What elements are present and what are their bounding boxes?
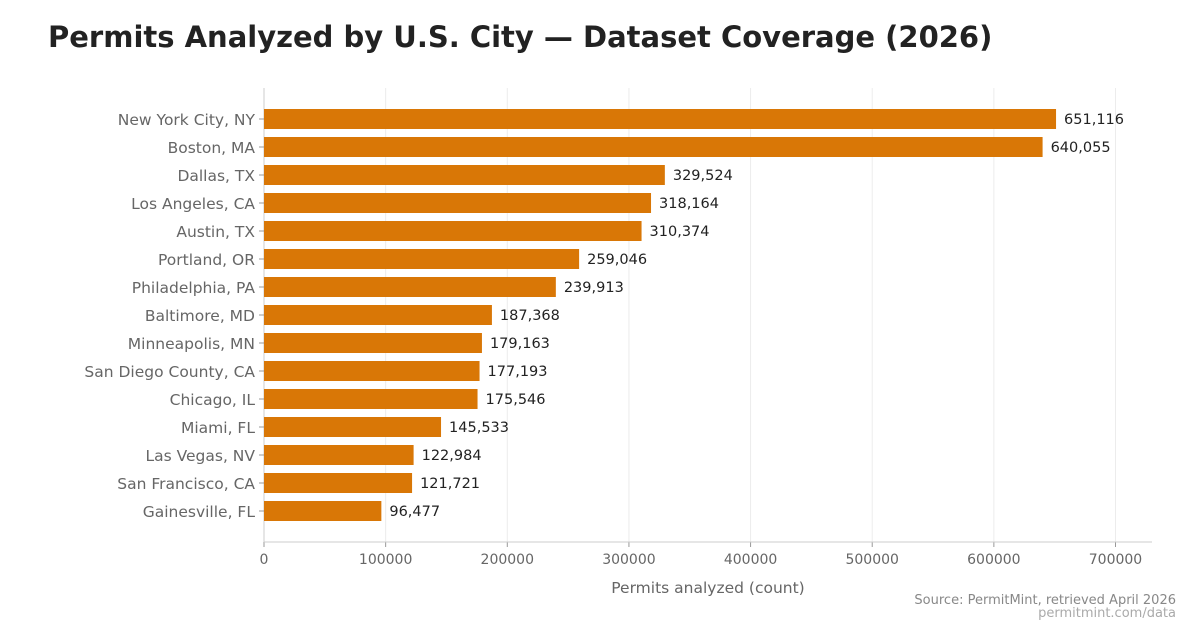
bar — [264, 277, 556, 297]
bar — [264, 249, 580, 269]
bar — [264, 165, 665, 185]
bar — [264, 473, 413, 493]
data-label: 640,055 — [1051, 140, 1111, 156]
data-label: 318,164 — [659, 196, 719, 212]
data-label: 239,913 — [564, 280, 624, 296]
bar — [264, 109, 1057, 129]
data-label: 187,368 — [500, 308, 560, 324]
y-tick-label: Baltimore, MD — [145, 307, 255, 325]
bar — [264, 361, 480, 381]
data-label: 329,524 — [673, 168, 733, 184]
x-tick-label: 200000 — [481, 552, 534, 568]
data-label: 175,546 — [486, 392, 546, 408]
data-label: 259,046 — [587, 252, 647, 268]
y-tick-label: San Francisco, CA — [117, 475, 255, 493]
data-label: 121,721 — [420, 476, 480, 492]
y-tick-label: Minneapolis, MN — [128, 335, 255, 353]
y-tick-label: San Diego County, CA — [84, 363, 255, 381]
bar — [264, 501, 382, 521]
y-tick-label: Austin, TX — [176, 223, 255, 241]
y-tick-label: Los Angeles, CA — [131, 195, 255, 213]
data-label: 651,116 — [1064, 112, 1124, 128]
y-tick-label: Portland, OR — [158, 251, 255, 269]
bar — [264, 445, 414, 465]
source-note: Source: PermitMint, retrieved April 2026 — [914, 593, 1176, 608]
x-tick-label: 400000 — [724, 552, 777, 568]
y-tick-label: Miami, FL — [181, 419, 255, 437]
y-tick-label: New York City, NY — [118, 111, 256, 129]
bar — [264, 137, 1043, 157]
data-label: 145,533 — [449, 420, 509, 436]
source-url: permitmint.com/data — [1038, 606, 1176, 621]
y-tick-label: Las Vegas, NV — [145, 447, 255, 465]
x-tick-label: 300000 — [602, 552, 655, 568]
y-tick-label: Dallas, TX — [177, 167, 255, 185]
x-tick-label: 500000 — [845, 552, 898, 568]
data-label: 96,477 — [389, 504, 440, 520]
x-tick-label: 0 — [260, 552, 269, 568]
chart-title: Permits Analyzed by U.S. City — Dataset … — [48, 20, 993, 54]
bar — [264, 305, 492, 325]
y-tick-label: Chicago, IL — [170, 391, 256, 409]
data-label: 310,374 — [650, 224, 710, 240]
data-label: 177,193 — [488, 364, 548, 380]
data-label: 122,984 — [422, 448, 482, 464]
x-tick-label: 100000 — [359, 552, 412, 568]
y-tick-label: Boston, MA — [168, 139, 256, 157]
y-tick-label: Gainesville, FL — [143, 503, 256, 521]
bar — [264, 221, 642, 241]
data-label: 179,163 — [490, 336, 550, 352]
x-tick-label: 600000 — [967, 552, 1020, 568]
x-axis-label: Permits analyzed (count) — [611, 579, 804, 597]
bar — [264, 333, 482, 353]
y-tick-label: Philadelphia, PA — [132, 279, 256, 297]
bar — [264, 417, 442, 437]
bar — [264, 389, 478, 409]
x-tick-label: 700000 — [1089, 552, 1142, 568]
bar — [264, 193, 652, 213]
